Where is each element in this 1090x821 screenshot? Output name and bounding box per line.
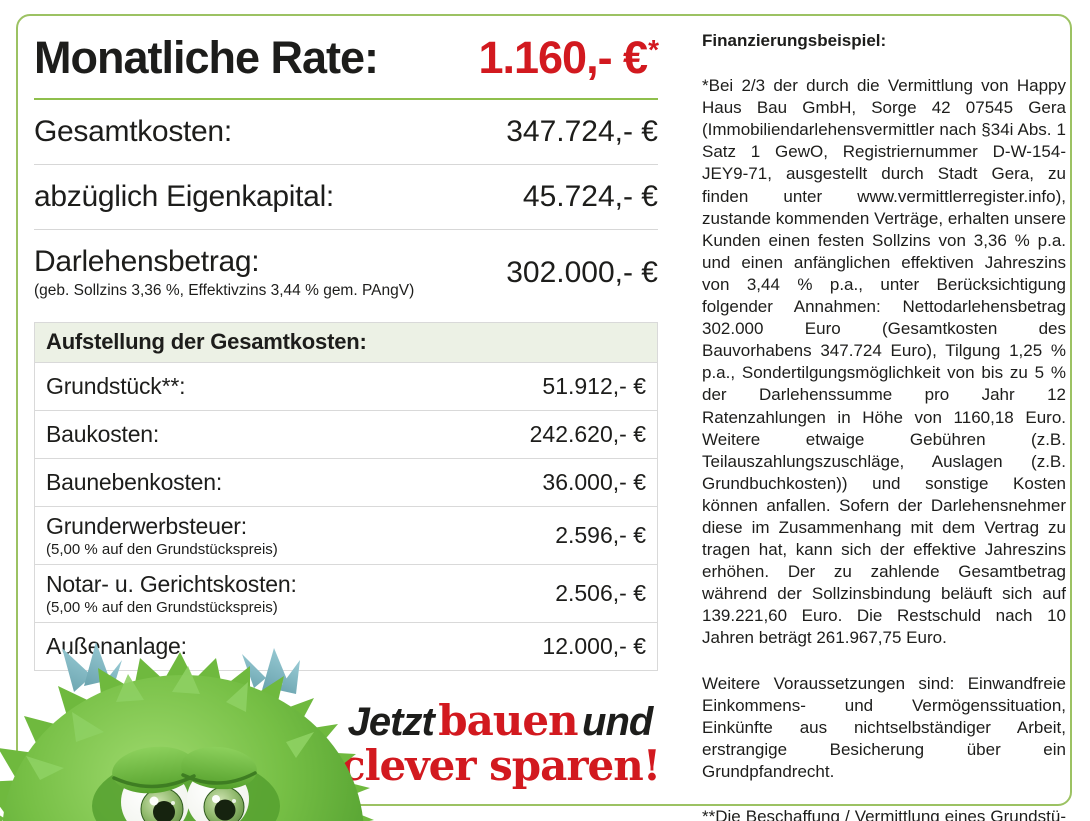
summary-section: Monatliche Rate: 1.160,- €* Gesamtkosten… [34, 24, 659, 308]
table-row-transfer-tax: Grunderwerbsteuer: (5,00 % auf den Grund… [35, 507, 657, 565]
table-row-outdoor: Außenanlage: 12.000,- € [35, 623, 657, 670]
row-label: Baukosten: [46, 421, 160, 447]
row-label: Notar- u. Gerichtskosten: [46, 571, 297, 597]
slogan-clever-sparen: clever sparen! [340, 740, 661, 790]
loan-amount-label-block: Darlehensbetrag: (geb. Sollzins 3,36 %, … [34, 245, 414, 300]
legal-text-section: Finanzierungsbeispiel: *Bei 2/3 der durc… [702, 30, 1066, 821]
row-label-block: Notar- u. Gerichtskosten: (5,00 % auf de… [46, 571, 297, 616]
row-label: Grundstück**: [46, 373, 186, 399]
legal-title: Finanzierungsbeispiel: [702, 31, 887, 50]
loan-amount-label: Darlehensbetrag: [34, 245, 260, 278]
legal-paragraph-2: Weitere Voraussetzungen sind: Einwandfre… [702, 673, 1066, 781]
row-label: Baunebenkosten: [46, 469, 223, 495]
row-label: Grunderwerbsteuer: [46, 513, 247, 539]
slogan-word-bauen: bauen [438, 696, 578, 745]
slogan-word-und: und [582, 700, 653, 744]
cost-breakdown-table: Aufstellung der Gesamtkosten: Grundstück… [34, 322, 658, 671]
row-value: 12.000,- € [542, 633, 646, 659]
slogan-line-1: Jetzt bauen und [340, 699, 660, 744]
row-value: 2.596,- € [555, 522, 646, 548]
total-cost-label: Gesamtkosten: [34, 115, 232, 148]
fur-highlight-tufts [26, 666, 314, 780]
legal-paragraph-3: **Die Beschaffung / Vermittlung eines Gr… [702, 807, 1066, 821]
table-row-construction: Baukosten: 242.620,- € [35, 411, 657, 459]
table-row-notary: Notar- u. Gerichtskosten: (5,00 % auf de… [35, 565, 657, 623]
monthly-rate-value: 1.160,- €* [478, 32, 659, 83]
row-value: 51.912,- € [542, 373, 646, 399]
row-label-block: Grunderwerbsteuer: (5,00 % auf den Grund… [46, 513, 278, 558]
footnote-asterisk: * [648, 34, 659, 65]
table-row-plot: Grundstück**: 51.912,- € [35, 363, 657, 411]
loan-amount-row: Darlehensbetrag: (geb. Sollzins 3,36 %, … [34, 230, 658, 308]
equity-label: abzüglich Eigenkapital: [34, 180, 334, 213]
slogan-line-2: clever sparen! [340, 744, 661, 788]
row-value: 242.620,- € [529, 421, 646, 447]
monster-mascot [0, 642, 374, 821]
equity-value: 45.724,- € [522, 180, 658, 213]
row-label: Außenanlage: [46, 633, 187, 659]
row-subnote: (5,00 % auf den Grundstückspreis) [46, 541, 278, 558]
cost-table-header: Aufstellung der Gesamtkosten: [35, 323, 657, 363]
monthly-rate-row: Monatliche Rate: 1.160,- €* [34, 24, 659, 100]
table-row-ancillary: Baunebenkosten: 36.000,- € [35, 459, 657, 507]
row-value: 36.000,- € [542, 469, 646, 495]
row-subnote: (5,00 % auf den Grundstückspreis) [46, 599, 278, 616]
total-cost-row: Gesamtkosten: 347.724,- € [34, 100, 658, 165]
legal-paragraph-1: *Bei 2/3 der durch die Vermittlung von H… [702, 76, 1066, 648]
eyes [112, 746, 257, 821]
equity-row: abzüglich Eigenkapital: 45.724,- € [34, 165, 658, 230]
total-cost-value: 347.724,- € [506, 115, 658, 148]
loan-amount-value: 302.000,- € [506, 255, 658, 289]
fur-body [2, 675, 364, 821]
loan-amount-subnote: (geb. Sollzins 3,36 %, Effektivzins 3,44… [34, 282, 415, 299]
monthly-rate-label: Monatliche Rate: [34, 32, 379, 83]
row-value: 2.506,- € [555, 580, 646, 606]
slogan: Jetzt bauen und clever sparen! [340, 699, 661, 788]
slogan-word-jetzt: Jetzt [347, 700, 435, 744]
